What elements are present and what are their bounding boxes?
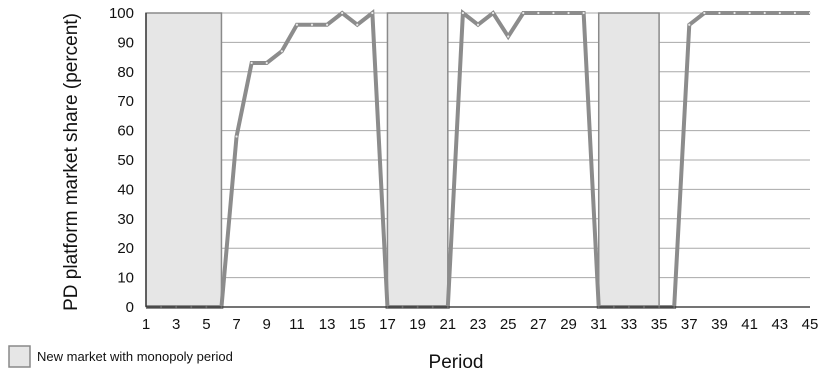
data-point (567, 11, 570, 15)
data-point (341, 11, 344, 15)
data-point (582, 11, 585, 15)
data-point (280, 50, 283, 53)
y-axis-title: PD platform market share (percent) (61, 13, 82, 311)
x-tick-label: 25 (500, 316, 517, 333)
data-point (371, 11, 374, 15)
x-tick-label: 3 (172, 316, 180, 333)
x-tick-label: 27 (530, 316, 547, 333)
monopoly-region-3 (597, 12, 660, 308)
y-tick-labels: 0 10 20 30 40 50 60 70 80 90 100 (109, 5, 134, 316)
data-point (733, 11, 736, 15)
x-tick-label: 23 (470, 316, 487, 333)
data-point (808, 11, 812, 15)
y-tick-label: 70 (117, 93, 134, 110)
x-tick-label: 1 (142, 316, 150, 333)
data-point (703, 11, 706, 15)
x-tick-label: 9 (263, 316, 271, 333)
data-point (688, 23, 691, 26)
y-tick-label: 60 (117, 123, 134, 140)
legend: New market with monopoly period (8, 345, 233, 368)
data-point (552, 11, 555, 15)
grid-lines (146, 12, 810, 279)
x-tick-label: 39 (711, 316, 728, 333)
data-point (250, 61, 253, 65)
x-tick-labels: 1 3 5 7 9 11 13 15 17 19 21 23 25 27 29 31 33 35 37 39 41 43 4… (142, 316, 819, 333)
data-point (793, 11, 797, 15)
x-tick-label: 31 (590, 316, 607, 333)
y-tick-label: 50 (117, 152, 134, 169)
data-point (537, 11, 540, 15)
data-point (461, 11, 465, 15)
data-point (265, 61, 268, 65)
x-tick-label: 7 (232, 316, 240, 333)
y-tick-label: 10 (117, 270, 134, 287)
x-tick-label: 37 (681, 316, 698, 333)
x-tick-label: 43 (771, 316, 788, 333)
x-tick-label: 5 (202, 316, 210, 333)
data-point (235, 135, 238, 138)
data-point (763, 11, 766, 15)
x-tick-label: 35 (651, 316, 668, 333)
x-tick-label: 19 (409, 316, 426, 333)
legend-swatch (8, 345, 31, 368)
data-point (507, 35, 510, 38)
x-axis-title: Period (429, 352, 484, 373)
data-point (295, 23, 299, 26)
y-tick-label: 80 (117, 64, 134, 81)
y-tick-label: 40 (117, 181, 134, 198)
data-point (718, 11, 721, 15)
y-tick-label: 30 (117, 211, 134, 228)
data-point (491, 11, 495, 15)
y-tick-label: 100 (109, 5, 134, 22)
y-tick-label: 90 (117, 34, 134, 51)
x-tick-label: 15 (349, 316, 366, 333)
x-tick-label: 45 (802, 316, 819, 333)
x-tick-label: 33 (621, 316, 638, 333)
data-point (748, 11, 751, 15)
data-point (476, 23, 480, 26)
x-tick-label: 41 (741, 316, 758, 333)
x-tick-label: 13 (319, 316, 336, 333)
data-point (778, 11, 781, 15)
y-tick-label: 20 (117, 240, 134, 257)
axes (145, 13, 810, 308)
x-tick-label: 17 (379, 316, 396, 333)
legend-label: New market with monopoly period (37, 349, 233, 364)
y-tick-label: 0 (126, 299, 134, 316)
x-tick-label: 21 (439, 316, 456, 333)
x-tick-label: 29 (560, 316, 577, 333)
data-point (325, 23, 329, 26)
monopoly-region-1 (145, 12, 223, 308)
data-point (356, 23, 359, 26)
data-point (522, 11, 525, 15)
data-point (310, 23, 314, 26)
monopoly-region-2 (386, 12, 449, 308)
x-tick-label: 11 (289, 316, 305, 333)
